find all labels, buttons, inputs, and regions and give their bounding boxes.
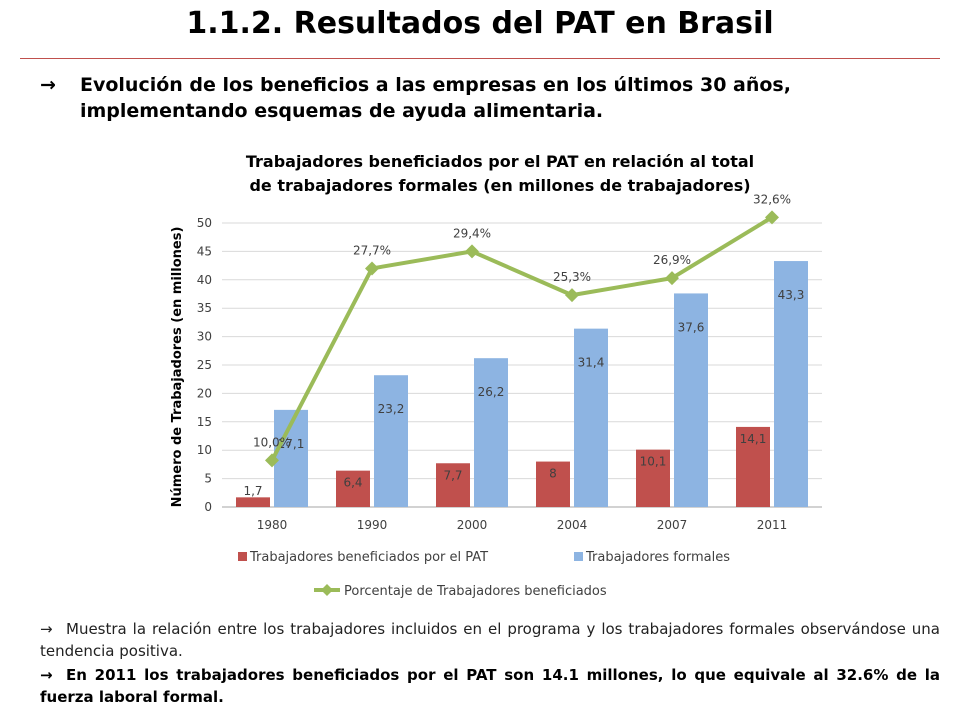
- slide-title: 1.1.2. Resultados del PAT en Brasil: [186, 6, 774, 41]
- data-label-percentage: 29,4%: [453, 226, 491, 240]
- x-tick-label: 1980: [257, 518, 288, 532]
- data-label-pat: 14,1: [740, 432, 767, 446]
- percentage-marker: [465, 244, 479, 259]
- x-tick-label: 2004: [557, 518, 588, 532]
- bullet-1-text: Muestra la relación entre los trabajador…: [40, 620, 940, 660]
- data-label-pat: 7,7: [443, 468, 462, 482]
- percentage-marker: [265, 453, 279, 468]
- arrow-icon: →: [40, 620, 53, 638]
- bar-pat-2000: [436, 463, 470, 507]
- bar-formales-2000: [474, 358, 508, 507]
- y-tick-label: 5: [204, 472, 212, 486]
- data-label-formales: 26,2: [478, 385, 505, 399]
- arrow-icon: →: [40, 666, 53, 684]
- x-tick-label: 2007: [657, 518, 688, 532]
- data-label-pat: 6,4: [343, 476, 362, 490]
- percentage-marker: [665, 271, 679, 286]
- bar-formales-2011: [774, 261, 808, 507]
- bar-pat-1990: [336, 470, 370, 507]
- x-tick-label: 2000: [457, 518, 488, 532]
- y-tick-label: 0: [204, 500, 212, 514]
- y-tick-label: 40: [197, 273, 212, 287]
- bullet-2-text: En 2011 los trabajadores beneficiados po…: [40, 666, 940, 706]
- bar-formales-2007: [674, 293, 708, 507]
- data-label-percentage: 32,6%: [753, 192, 791, 206]
- data-label-percentage: 27,7%: [353, 243, 391, 257]
- data-label-formales: 43,3: [778, 288, 805, 302]
- x-tick-label: 1990: [357, 518, 388, 532]
- intro-text: → Evolución de los beneficios a las empre…: [40, 72, 940, 124]
- y-tick-label: 30: [197, 330, 212, 344]
- title-divider: [20, 58, 940, 59]
- data-label-formales: 37,6: [678, 320, 705, 334]
- arrow-icon: →: [40, 74, 56, 96]
- bullet-1: → Muestra la relación entre los trabajado…: [40, 618, 940, 662]
- bar-line-chart: 0 5 10 15 20 25 30 35 40 45 50 Número de Trabajador…: [170, 192, 822, 599]
- chart-title-line-2: de trabajadores formales (en millones de…: [249, 176, 751, 195]
- y-tick-label: 45: [197, 244, 212, 258]
- bar-formales-1990: [374, 375, 408, 507]
- chart-title: Trabajadores beneficiados por el PAT en …: [130, 150, 870, 198]
- x-tick-label: 2011: [757, 518, 788, 532]
- y-tick-label: 35: [197, 301, 212, 315]
- intro-line-2: implementando esquemas de ayuda alimenta…: [80, 100, 604, 122]
- legend-swatch-formales: [574, 552, 583, 561]
- y-axis-title: Número de Trabajadores (en millones): [170, 227, 185, 508]
- y-tick-label: 25: [197, 358, 212, 372]
- data-label-pat: 1,7: [243, 484, 262, 498]
- data-label-percentage: 26,9%: [653, 253, 691, 267]
- data-label-pat: 8: [549, 467, 557, 481]
- data-label-formales: 31,4: [578, 356, 605, 370]
- data-label-pat: 10,1: [640, 455, 667, 469]
- percentage-marker: [565, 288, 579, 303]
- bar-pat-2011: [736, 426, 770, 507]
- percentage-line: [270, 215, 774, 462]
- legend-swatch-pat: [238, 552, 247, 561]
- legend-label-formales: Trabajadores formales: [585, 550, 730, 565]
- y-tick-label: 15: [197, 415, 212, 429]
- chart-title-line-1: Trabajadores beneficiados por el PAT en …: [245, 152, 755, 171]
- bar-pat-1980: [236, 497, 270, 507]
- intro-line-1: Evolución de los beneficios a las empres…: [80, 74, 791, 96]
- data-label-percentage: 10,0%: [253, 435, 291, 449]
- y-tick-label: 20: [197, 386, 212, 400]
- legend-label-pat: Trabajadores beneficiados por el PAT: [249, 550, 488, 565]
- legend-label-percentage: Porcentaje de Trabajadores beneficiados: [344, 584, 607, 599]
- y-tick-label: 50: [197, 216, 212, 230]
- y-tick-label: 10: [197, 443, 212, 457]
- bar-pat-2004: [536, 461, 570, 507]
- data-label-formales: 23,2: [378, 402, 405, 416]
- percentage-marker: [765, 210, 779, 225]
- data-label-percentage: 25,3%: [553, 270, 591, 284]
- bar-pat-2007: [636, 449, 670, 507]
- percentage-marker: [365, 261, 379, 276]
- bar-formales-2004: [574, 328, 608, 507]
- bullet-2: → En 2011 los trabajadores beneficiados p…: [40, 664, 940, 708]
- legend-marker-percentage: [321, 584, 333, 596]
